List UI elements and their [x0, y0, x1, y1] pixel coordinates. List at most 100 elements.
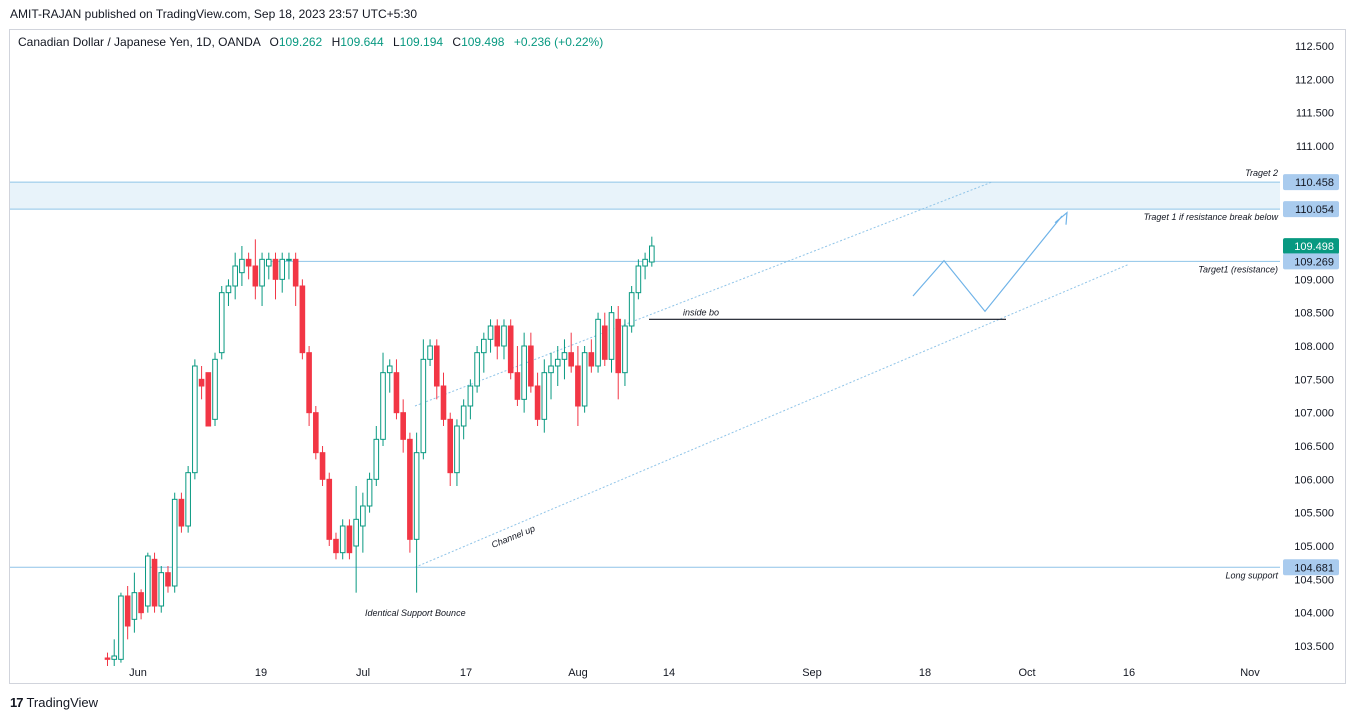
candle-body: [366, 478, 373, 507]
candle-body: [608, 312, 615, 360]
projection-path: [912, 215, 1063, 313]
candle-body: [393, 372, 400, 414]
candle-body: [433, 345, 440, 387]
target-zone: [10, 182, 1280, 210]
published-by-line: AMIT-RAJAN published on TradingView.com,…: [10, 7, 418, 21]
candle-body: [642, 258, 648, 267]
candle-body: [346, 525, 353, 554]
candle-body: [649, 245, 655, 263]
annotation-channel-up: Channel up: [490, 523, 536, 550]
x-axis-tick: 18: [919, 667, 931, 679]
candle-body: [118, 595, 124, 660]
y-axis-tick: 111.500: [1296, 108, 1334, 120]
candle-body: [212, 358, 218, 420]
y-axis-tick: 105.000: [1294, 541, 1334, 553]
tradingview-logo[interactable]: 17 TradingView: [10, 695, 98, 710]
projection-arrowhead: [1054, 211, 1068, 225]
candle-body: [192, 365, 198, 474]
candle-body: [252, 265, 259, 287]
candle-body: [138, 592, 144, 614]
y-axis-tick: 112.500: [1295, 41, 1334, 53]
candle-body: [427, 345, 433, 360]
price-label-badge: [1283, 201, 1339, 218]
candle-body: [124, 595, 131, 627]
candle-body: [151, 558, 158, 607]
candle-body: [413, 452, 420, 540]
high-label: H: [331, 35, 341, 49]
candle-body: [198, 378, 205, 387]
x-axis-tick: Sep: [802, 667, 822, 679]
candle-body: [534, 385, 541, 420]
symbol-name: Canadian Dollar / Japanese Yen, 1D, OAND…: [18, 35, 261, 49]
x-axis-tick: Aug: [568, 667, 588, 679]
candle-body: [400, 412, 406, 440]
price-label-text: 104.681: [1294, 562, 1334, 574]
candle-body: [628, 292, 635, 327]
candle-body: [306, 352, 312, 414]
y-axis-tick: 103.500: [1294, 641, 1334, 653]
symbol-legend: Canadian Dollar / Japanese Yen, 1D, OAND…: [18, 35, 603, 49]
candle-body: [245, 258, 252, 267]
candle-body: [239, 258, 245, 274]
high-value: 109.644: [340, 35, 384, 49]
candle-body: [514, 372, 521, 400]
price-label-badge: [1283, 253, 1339, 270]
x-axis-tick: 14: [663, 667, 675, 679]
close-label: C: [452, 35, 462, 49]
candle-body: [339, 525, 346, 554]
candle-body: [460, 405, 467, 427]
x-axis-tick: Oct: [1018, 667, 1035, 679]
open-label: O: [269, 35, 279, 49]
candle-body: [588, 352, 595, 367]
y-axis-tick: 107.000: [1294, 408, 1334, 420]
y-axis-tick: 106.500: [1294, 441, 1334, 453]
candle-body: [467, 385, 474, 407]
candle-body: [561, 352, 568, 360]
annotation-long-support: Long support: [1225, 570, 1278, 580]
candle-body: [326, 478, 333, 540]
y-axis-tick: 108.000: [1294, 341, 1334, 353]
y-axis-tick: 112.000: [1295, 74, 1334, 86]
candle-body: [299, 285, 306, 354]
candle-body: [286, 258, 292, 261]
candle-body: [575, 365, 581, 407]
price-label-badge: [1283, 559, 1339, 576]
candle-body: [494, 325, 501, 347]
close-value: 109.498: [461, 35, 505, 49]
annotation-target-2: Traget 2: [1245, 168, 1278, 178]
candle-body: [145, 555, 151, 607]
change-value: +0.236 (+0.22%): [513, 35, 604, 49]
channel-lower-line: [414, 264, 1129, 568]
tradingview-logo-mark: 17: [10, 695, 24, 710]
candle-body: [292, 258, 299, 287]
price-label-text: 110.054: [1295, 204, 1334, 216]
y-axis-tick: 105.500: [1294, 508, 1334, 520]
candle-body: [380, 372, 386, 440]
candle-body: [272, 258, 279, 280]
candle-body: [407, 438, 413, 540]
candle-body: [353, 518, 359, 547]
candle-body: [554, 358, 561, 367]
candle-body: [373, 438, 380, 480]
candle-body: [440, 385, 447, 420]
candle-body: [541, 372, 548, 420]
candle-body: [601, 325, 608, 360]
x-axis-tick: 16: [1123, 667, 1135, 679]
candle-body: [111, 655, 118, 660]
x-axis-tick: Jul: [356, 667, 370, 679]
candle-body: [548, 365, 554, 374]
y-axis-tick: 106.000: [1294, 474, 1334, 486]
candle-body: [615, 318, 622, 374]
x-axis-tick: Jun: [129, 667, 147, 679]
candle-body: [420, 358, 427, 454]
price-label-badge: [1283, 238, 1339, 255]
candle-body: [232, 265, 238, 287]
annotation-target-1-resistance: Target1 (resistance): [1198, 264, 1278, 274]
y-axis-tick: 104.000: [1294, 608, 1334, 620]
y-axis-tick: 104.500: [1294, 574, 1334, 586]
y-axis-tick: 109.000: [1294, 274, 1334, 286]
channel-upper-line: [414, 181, 993, 407]
candle-body: [158, 572, 165, 607]
candle-body: [313, 412, 319, 454]
